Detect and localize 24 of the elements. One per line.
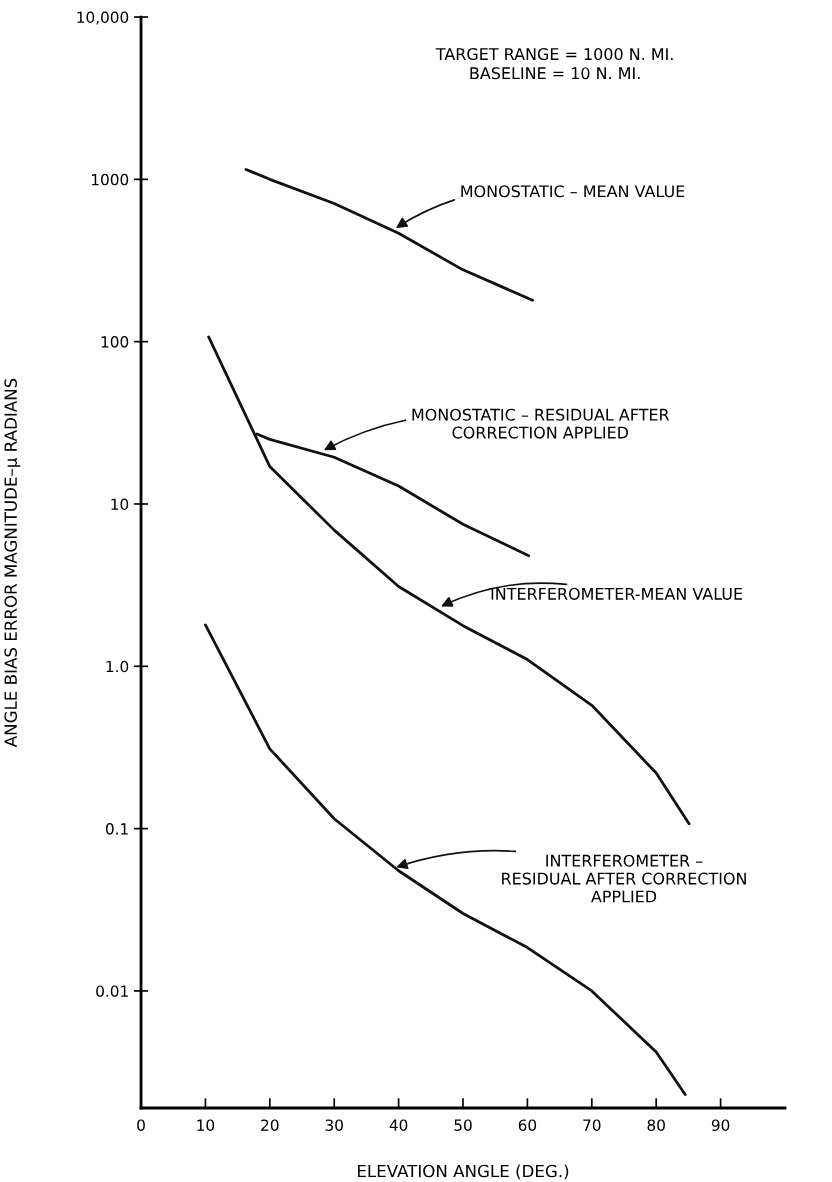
x-tick-label: 70: [583, 1119, 601, 1131]
x-tick-label: 80: [647, 1119, 665, 1131]
y-tick-label: 0.1: [105, 823, 128, 835]
x-axis-title: ELEVATION ANGLE (DEG.): [358, 1164, 569, 1180]
annotation: INTERFEROMETER-MEAN VALUE: [491, 587, 743, 600]
x-tick-label: 90: [711, 1119, 730, 1131]
annotation: TARGET RANGE = 1000 N. MI. BASELINE = 10 N. MI.: [435, 48, 673, 80]
annotation: INTERFEROMETER – RESIDUAL AFTER CORRECTION APPLIED: [502, 854, 746, 903]
y-tick-label: 1.0: [106, 660, 129, 673]
x-tick-label: 60: [518, 1119, 537, 1131]
y-tick-label: 10,000: [77, 11, 129, 25]
x-tick-label: 50: [454, 1119, 472, 1131]
y-tick-label: 10: [111, 498, 129, 510]
y-axis-title: ANGLE BIAS ERROR MAGNITUDE–μ RADIANS: [4, 378, 21, 748]
annotation: MONOSTATIC – RESIDUAL AFTER CORRECTION APPLIED: [412, 408, 670, 439]
y-tick-label: 0.01: [96, 985, 128, 997]
x-tick-label: 30: [325, 1119, 343, 1131]
x-tick-label: 10: [197, 1119, 215, 1131]
y-tick-label: 1000: [92, 173, 129, 186]
y-tick-label: 100: [101, 336, 129, 348]
annotation: MONOSTATIC – MEAN VALUE: [461, 185, 685, 198]
x-tick-label: 40: [389, 1119, 408, 1131]
x-tick-label: 20: [261, 1119, 279, 1131]
x-tick-label: 0: [137, 1119, 145, 1131]
